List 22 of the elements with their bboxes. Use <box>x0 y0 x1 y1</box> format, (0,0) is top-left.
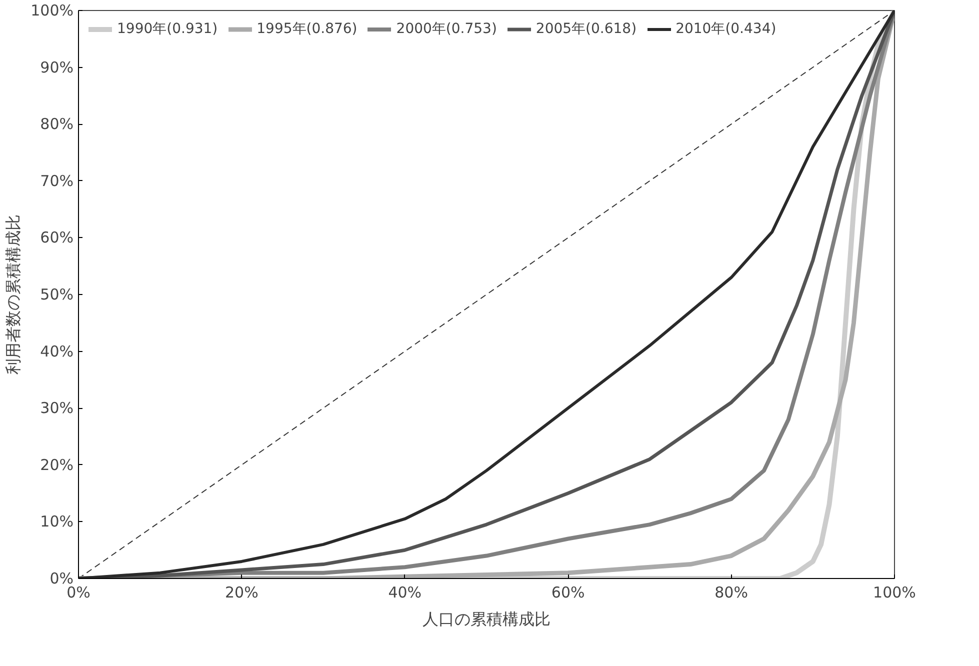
x-tick-label: 20% <box>225 584 258 602</box>
legend-label: 1990年(0.931) <box>117 20 218 38</box>
legend-label: 2010年(0.434) <box>676 20 776 38</box>
y-tick-label: 10% <box>40 512 74 531</box>
y-tick-label: 80% <box>40 115 74 134</box>
y-tick-label: 100% <box>30 2 74 20</box>
legend-label: 2000年(0.753) <box>396 20 497 38</box>
y-tick-label: 30% <box>40 399 74 418</box>
y-tick-label: 70% <box>40 172 74 190</box>
legend-label: 1995年(0.876) <box>256 20 358 38</box>
x-axis-title: 人口の累積構成比 <box>422 610 550 628</box>
x-tick-label: 60% <box>551 584 585 602</box>
y-tick-label: 40% <box>40 342 74 360</box>
x-tick-label: 80% <box>714 584 748 602</box>
y-tick-label: 90% <box>40 58 74 76</box>
legend-label: 2005年(0.618) <box>536 20 637 38</box>
x-tick-label: 100% <box>873 584 916 602</box>
x-tick-label: 40% <box>388 584 422 602</box>
y-axis-title: 利用者数の累積構成比 <box>4 214 23 374</box>
y-tick-label: 60% <box>40 228 74 247</box>
y-tick-label: 20% <box>40 456 74 474</box>
y-tick-label: 50% <box>40 286 74 304</box>
